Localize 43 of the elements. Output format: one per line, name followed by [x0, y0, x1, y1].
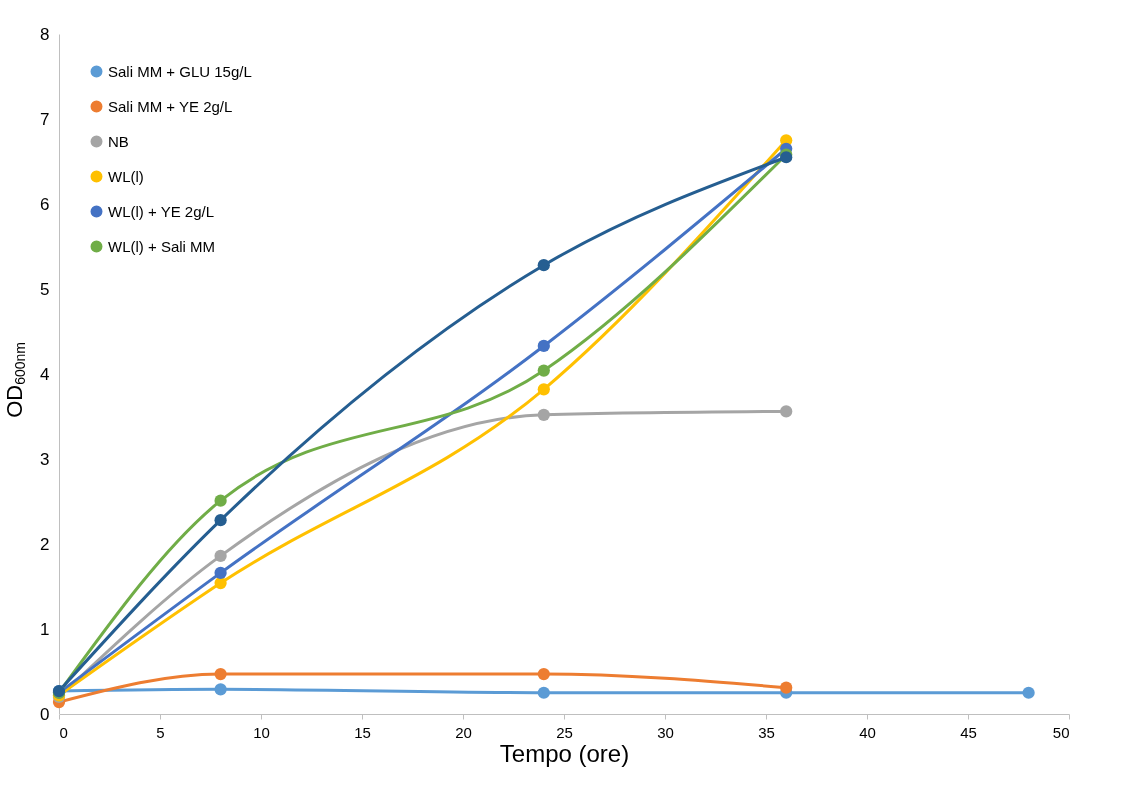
y-tick-label: 3: [40, 449, 50, 469]
y-tick-label: 2: [40, 534, 50, 554]
x-tick-label: 40: [859, 723, 876, 741]
legend-label: Sali MM + YE 2g/L: [108, 97, 233, 115]
x-tick-label: 30: [657, 723, 674, 741]
y-tick-label: 5: [40, 279, 50, 299]
y-tick-label: 6: [40, 194, 50, 214]
legend-label: Sali MM + GLU 15g/L: [108, 62, 252, 80]
x-tick-label: 35: [758, 723, 775, 741]
point: [214, 494, 227, 507]
point: [214, 667, 227, 681]
y-tick-label: 7: [40, 109, 50, 129]
point: [537, 408, 550, 421]
legend-label: WL(l) + Sali MM: [108, 237, 216, 255]
x-tick-label: 45: [960, 723, 977, 741]
x-tick-label: 25: [556, 723, 573, 741]
point: [214, 549, 227, 563]
x-tick-label: 0: [59, 723, 68, 741]
point: [214, 514, 227, 527]
x-tick-label: 20: [455, 723, 472, 741]
point: [214, 566, 227, 580]
legend-label: NB: [108, 132, 129, 150]
x-tick-label: 5: [156, 723, 165, 741]
point: [537, 667, 550, 681]
point: [537, 364, 550, 377]
x-tick-label: 50: [1052, 723, 1070, 741]
y-tick-label: 4: [40, 364, 50, 384]
y-tick-label: 1: [40, 619, 50, 639]
legend-label: WL(l): [108, 167, 144, 185]
point: [537, 686, 550, 699]
point: [537, 339, 550, 353]
x-axis-title: Tempo (ore): [499, 739, 630, 767]
point: [780, 681, 793, 694]
point: [537, 383, 550, 396]
point: [780, 405, 793, 418]
y-tick-label: 0: [40, 704, 50, 724]
x-tick-label: 10: [253, 723, 270, 741]
y-tick-label: 8: [40, 24, 50, 44]
point: [1022, 686, 1035, 699]
point: [214, 683, 227, 696]
x-tick-label: 15: [354, 723, 371, 741]
legend-label: WL(l) + YE 2g/L: [108, 202, 215, 220]
point: [537, 259, 550, 272]
